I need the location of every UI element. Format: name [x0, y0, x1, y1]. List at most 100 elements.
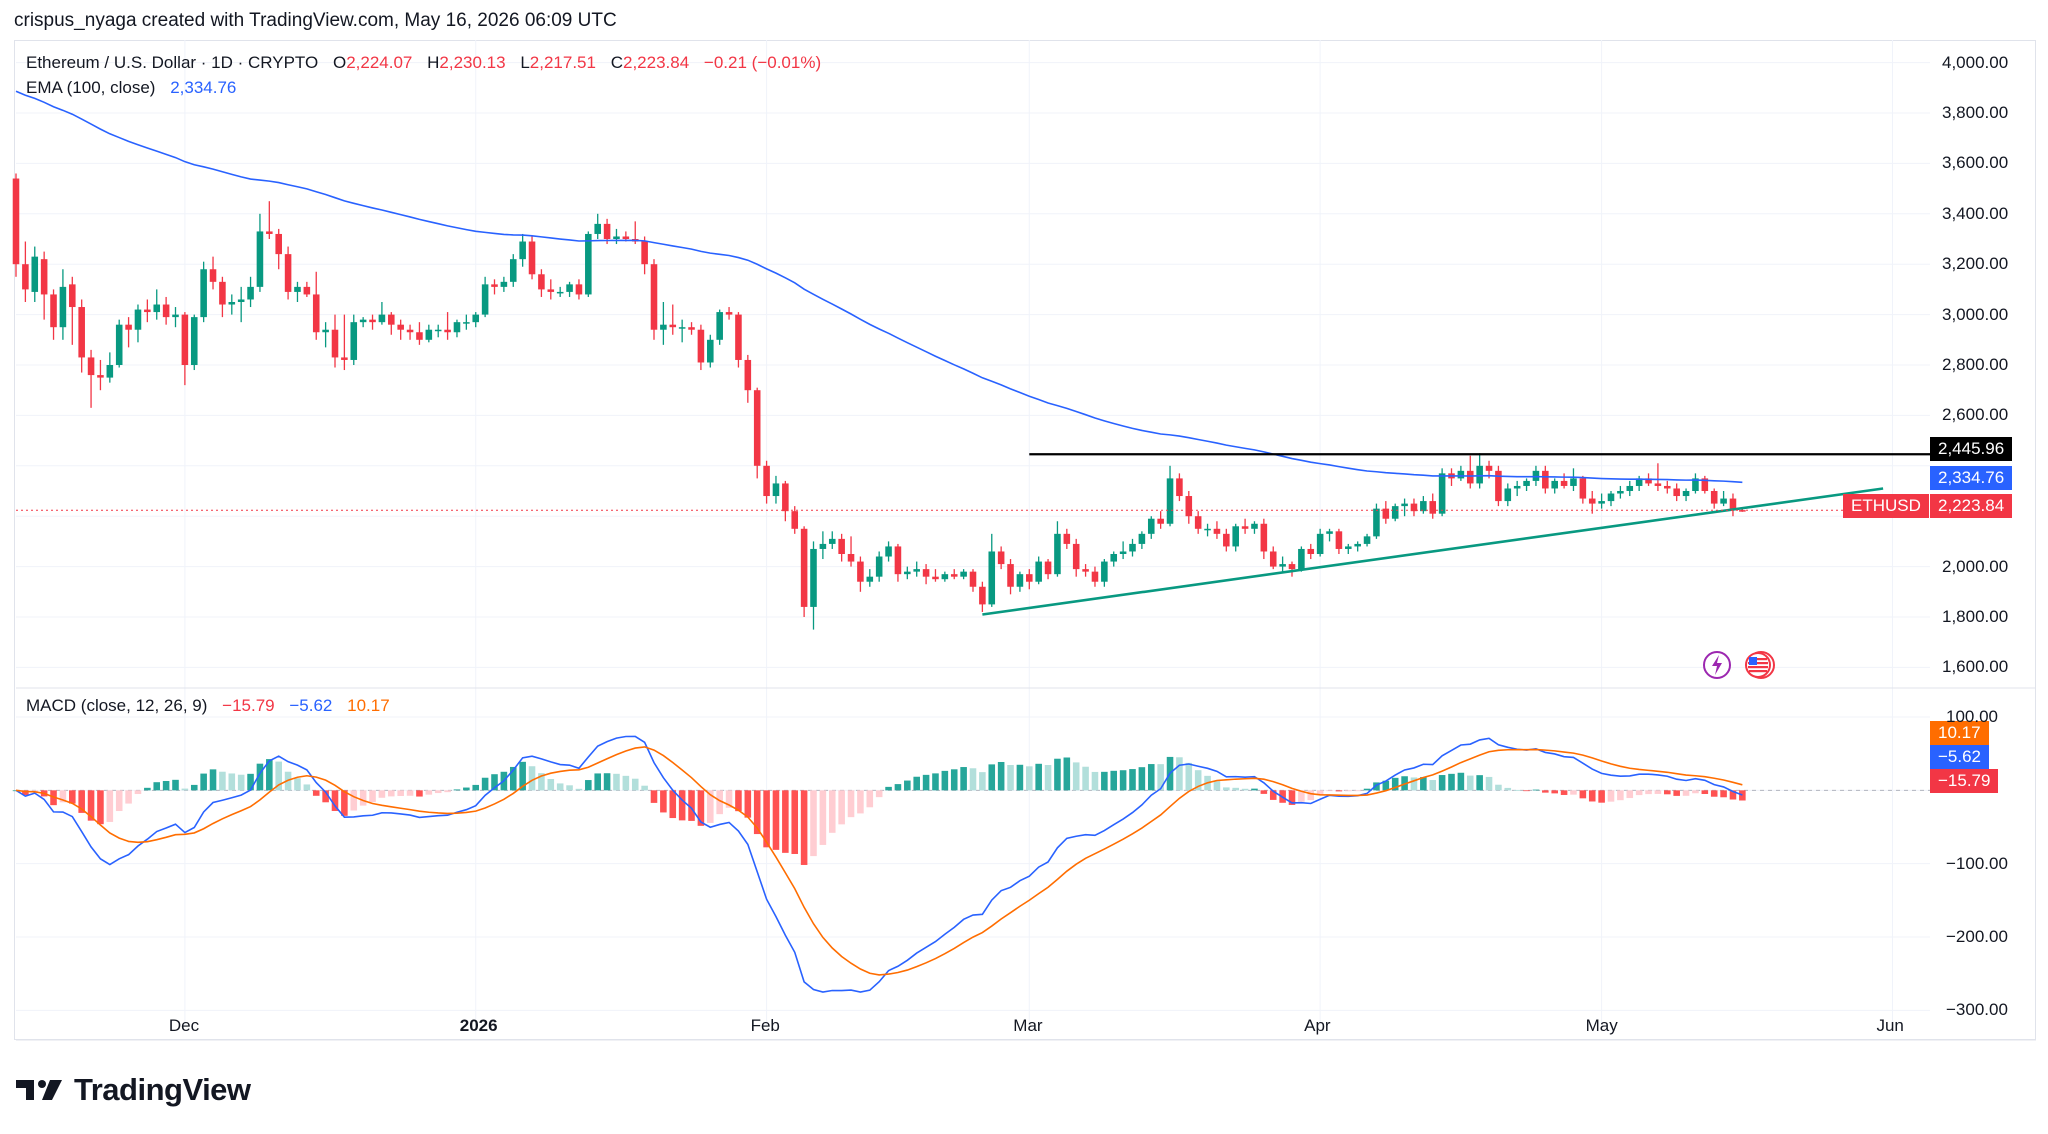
price-legend: Ethereum / U.S. Dollar · 1D · CRYPTO O2,…: [26, 53, 825, 73]
macd-histogram-bar: [922, 774, 930, 791]
candle-body: [209, 269, 217, 282]
macd-histogram-bar: [1710, 790, 1718, 797]
macd-legend[interactable]: MACD (close, 12, 26, 9) −15.79 −5.62 10.…: [26, 696, 394, 716]
macd-histogram-bar: [697, 790, 705, 826]
time-axis-label: Jun: [1876, 1016, 1904, 1035]
macd-histogram-bar: [1269, 790, 1277, 800]
macd-histogram-bar: [1232, 787, 1239, 791]
price-axis-label: 3,400.00: [1942, 203, 2009, 223]
us-economy-events-icon[interactable]: [1744, 650, 1776, 680]
macd-histogram-bar: [772, 790, 780, 850]
macd-histogram-bar: [1720, 790, 1727, 798]
macd-histogram-bar: [1213, 781, 1221, 791]
candle-body: [1176, 478, 1183, 497]
macd-histogram-bar: [1044, 765, 1052, 791]
tradingview-logo-mark: [16, 1080, 62, 1100]
last-price-tag: 2,223.84: [1930, 494, 2013, 518]
price-axis-label: 4,000.00: [1942, 52, 2009, 72]
macd-histogram-bar: [397, 790, 404, 796]
candle-body: [904, 571, 911, 575]
macd-histogram-bar: [303, 784, 311, 791]
candle-body: [500, 281, 508, 287]
macd-histogram-bar: [1739, 790, 1746, 801]
macd-histogram-bar: [87, 790, 95, 821]
macd-histogram-bar: [904, 780, 911, 791]
candle-body: [237, 299, 245, 302]
macd-axis-label: −200.00: [1946, 927, 2008, 946]
ema-line: [15, 90, 1743, 484]
candle-body: [847, 554, 855, 562]
candle-body: [134, 309, 142, 330]
candle-body: [1720, 498, 1727, 504]
tradingview-logo[interactable]: TradingView: [16, 1072, 251, 1108]
candle-body: [1617, 491, 1624, 494]
candle-body: [1213, 528, 1221, 534]
candle-body: [125, 324, 132, 330]
candle-body: [979, 586, 986, 605]
candle-body: [1570, 478, 1577, 486]
candle-body: [425, 329, 433, 340]
candle-body: [603, 223, 611, 239]
macd-histogram-bar: [1138, 767, 1146, 791]
time-axis-label: Apr: [1304, 1016, 1331, 1035]
candle-body: [200, 269, 207, 318]
candle-body: [1269, 551, 1277, 567]
candle-body: [1307, 548, 1315, 554]
candle-body: [763, 465, 770, 497]
candle-body: [1157, 518, 1164, 524]
macd-histogram-bar: [78, 790, 85, 813]
macd-histogram-bar: [444, 790, 451, 793]
candle-body: [378, 314, 386, 323]
candle-body: [1279, 564, 1286, 567]
macd-histogram-bar: [1466, 775, 1474, 791]
macd-histogram-bar: [1241, 788, 1249, 791]
candle-body: [181, 314, 189, 365]
macd-axis-label: 100.00: [1946, 707, 1998, 726]
macd-histogram-bar: [594, 773, 601, 791]
macd-histogram-bar: [1448, 773, 1455, 791]
macd-histogram-bar: [800, 790, 808, 865]
candle-body: [838, 538, 845, 554]
candle-body: [1420, 501, 1427, 512]
macd-histogram-bar: [1579, 790, 1587, 799]
macd-histogram-bar: [1363, 788, 1371, 791]
macd-histogram-bar: [613, 773, 620, 791]
ascending-trendline: [982, 487, 1884, 616]
macd-histogram-bar: [997, 761, 1005, 791]
candle-body: [688, 327, 695, 330]
candle-body: [1354, 543, 1361, 547]
candle-body: [453, 322, 461, 333]
symbol-title[interactable]: Ethereum / U.S. Dollar · 1D · CRYPTO: [26, 53, 319, 72]
high-label: H: [427, 53, 440, 72]
macd-axis-label: −100.00: [1946, 853, 2008, 873]
candle-body: [1495, 470, 1502, 502]
macd-histogram-bar: [1654, 790, 1662, 794]
candle-body: [1026, 574, 1033, 582]
candle-body: [622, 236, 630, 239]
macd-histogram-bar: [1729, 790, 1737, 800]
macd-histogram-bar: [932, 773, 939, 791]
candle-body: [1007, 564, 1014, 587]
macd-histogram-bar: [1316, 790, 1324, 795]
candle-body: [97, 375, 104, 378]
lightning-icon[interactable]: [1702, 650, 1732, 680]
ema-legend[interactable]: EMA (100, close) 2,334.76: [26, 78, 240, 98]
macd-histogram-bar: [631, 778, 639, 791]
symbol-tag: ETHUSD: [1843, 494, 1929, 518]
macd-histogram-bar: [1054, 758, 1061, 791]
candle-body: [463, 322, 470, 324]
macd-histogram-bar: [312, 790, 320, 796]
price-axis-label: 3,600.00: [1942, 153, 2009, 173]
high-value: 2,230.13: [439, 53, 506, 72]
macd-histogram-bar: [1626, 790, 1634, 799]
macd-histogram-bar: [1157, 764, 1164, 791]
candle-body: [725, 312, 733, 315]
macd-histogram-bar: [1495, 784, 1502, 791]
candle-body: [669, 324, 677, 328]
macd-histogram-bar: [1523, 790, 1530, 792]
candle-body: [1110, 554, 1118, 562]
macd-histogram-bar: [1354, 790, 1361, 792]
macd-histogram-bar: [200, 773, 207, 791]
candle-body: [1579, 478, 1587, 499]
